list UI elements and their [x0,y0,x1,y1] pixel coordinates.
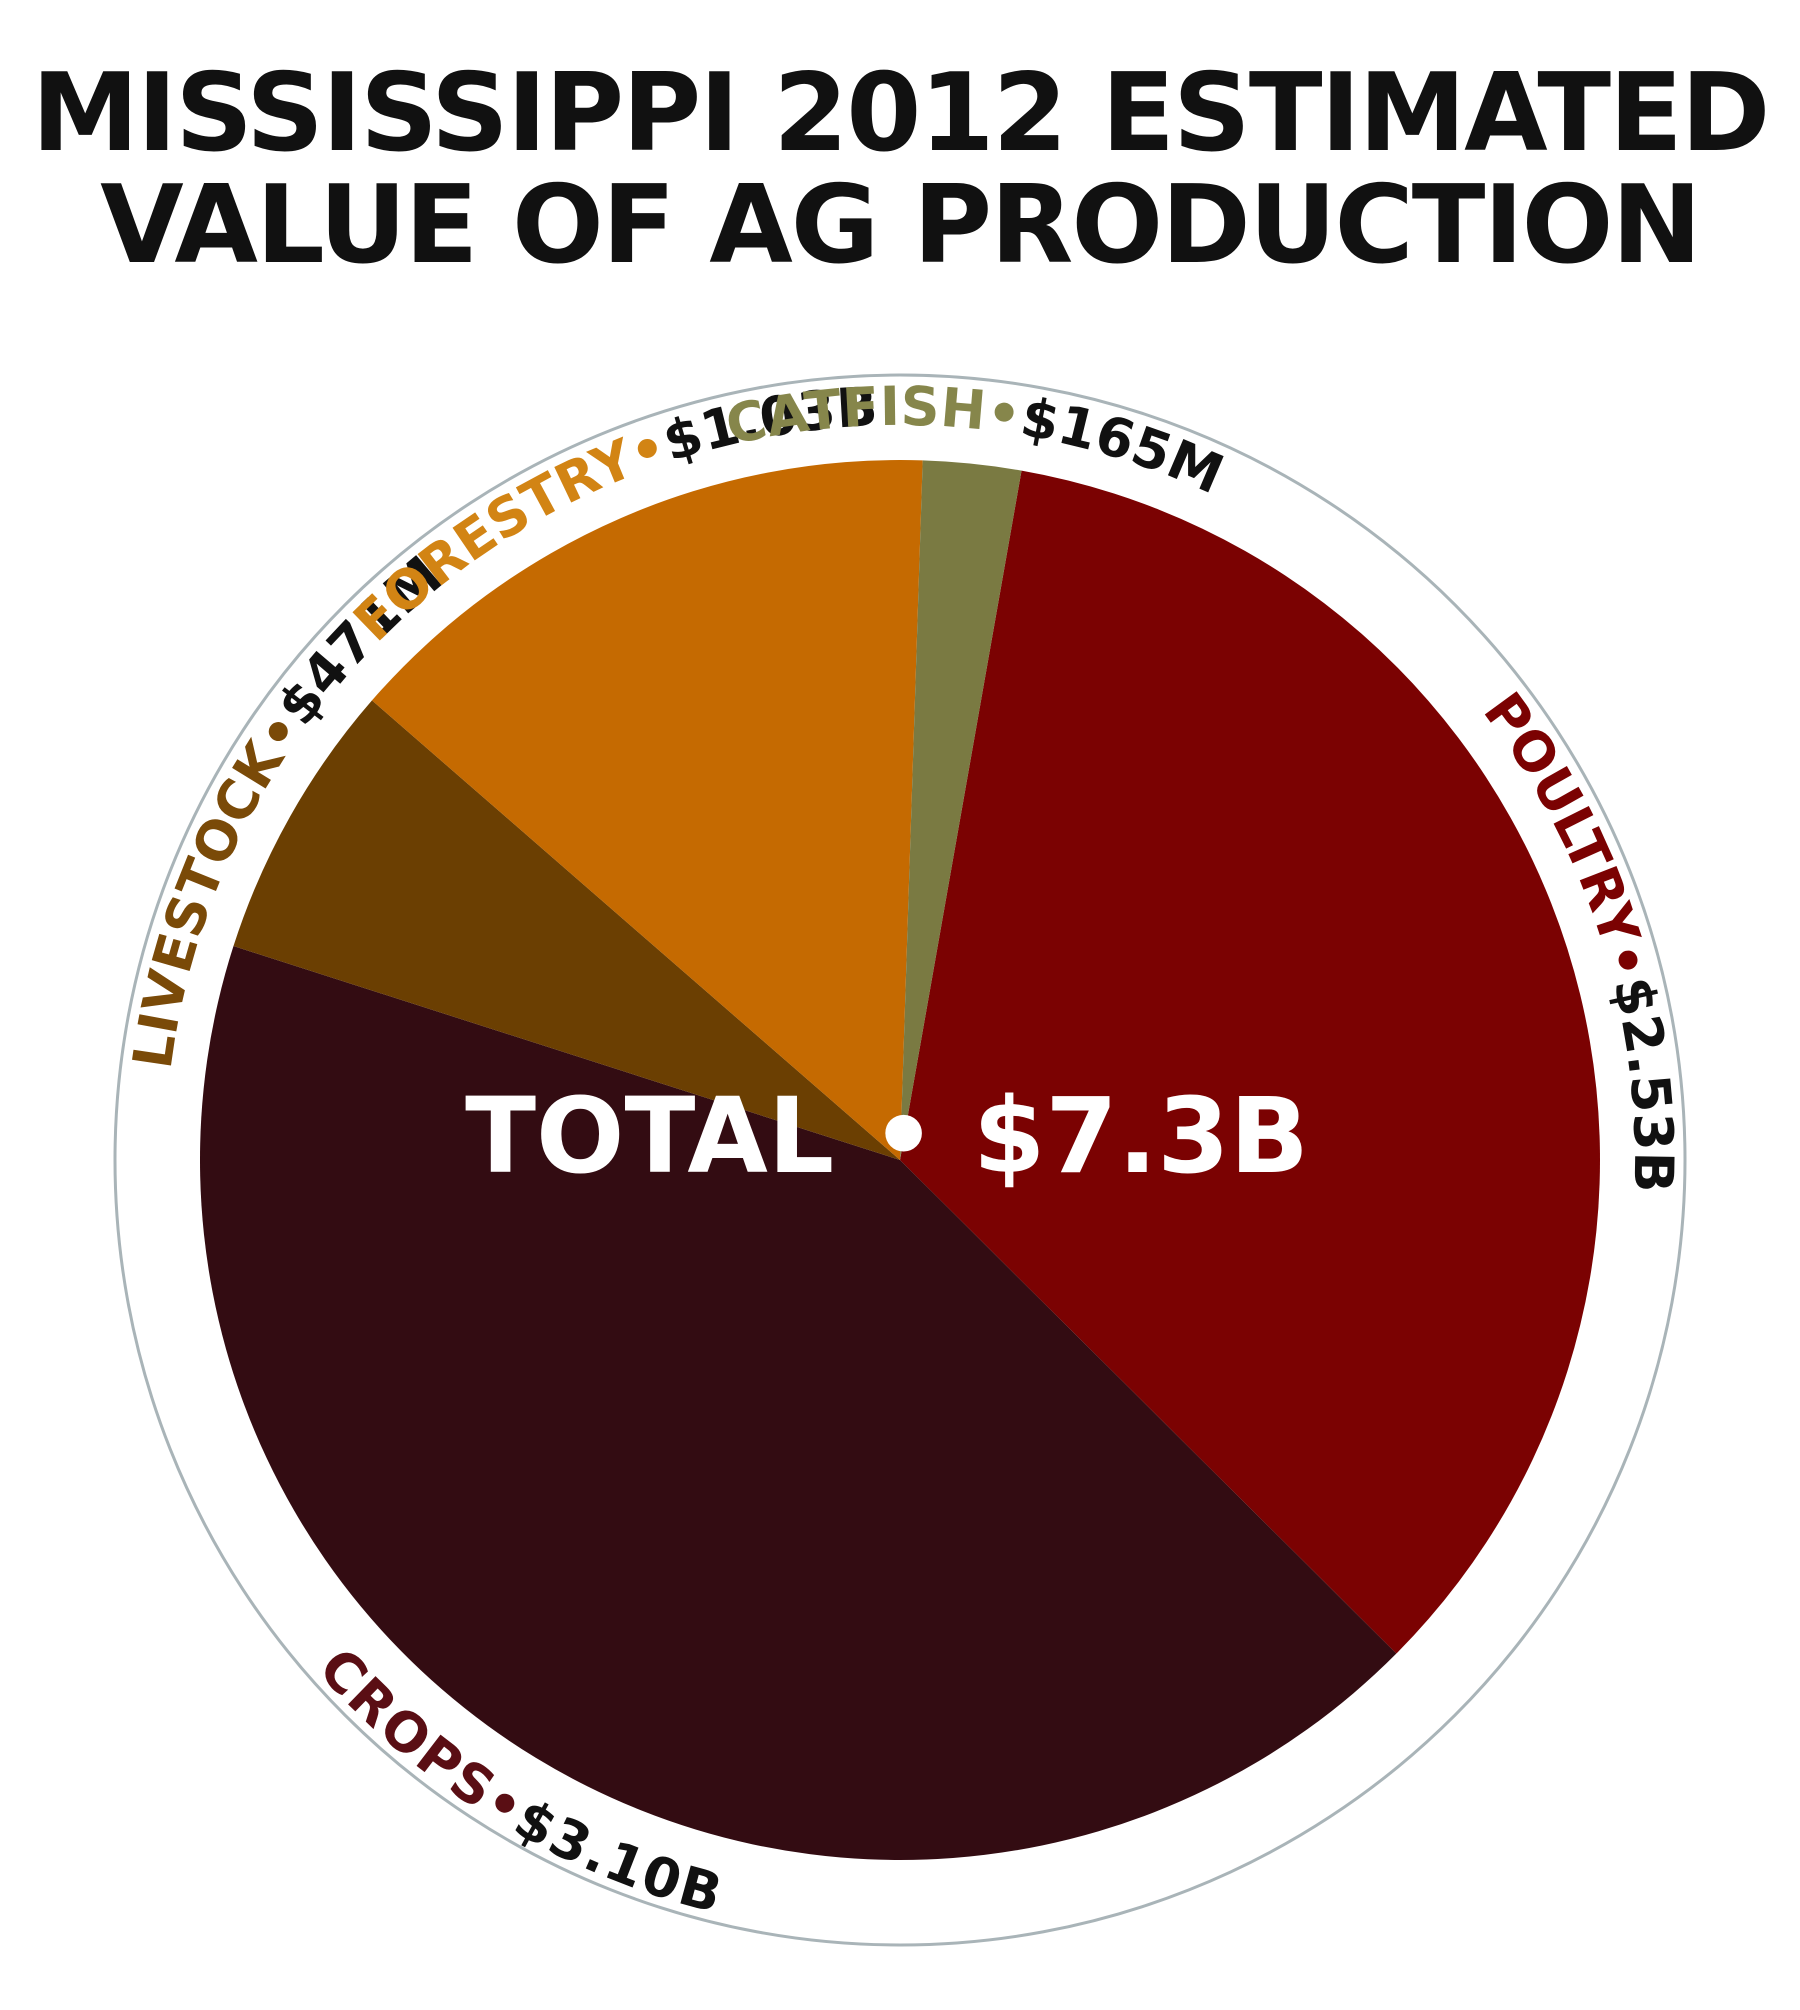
total-text: TOTAL [465,1075,834,1197]
pie-slice-poultry [900,470,1600,1654]
total-separator: • [870,1075,936,1197]
pie-slice-livestock [233,700,901,1160]
pie-slice-forestry [371,460,923,1160]
chart-title-line-1: MISSISSIPPI 2012 ESTIMATED [32,51,1769,176]
pie-slice-crops [199,946,1397,1860]
slice-separator-catfish: • [982,380,1025,447]
pie-slices [199,460,1600,1860]
pie-slice-catfish [900,460,1022,1160]
chart-title-line-2: VALUE OF AG PRODUCTION [100,163,1700,288]
total-label: TOTAL • $7.3B [465,1075,1309,1197]
total-value: $7.3B [973,1075,1309,1197]
